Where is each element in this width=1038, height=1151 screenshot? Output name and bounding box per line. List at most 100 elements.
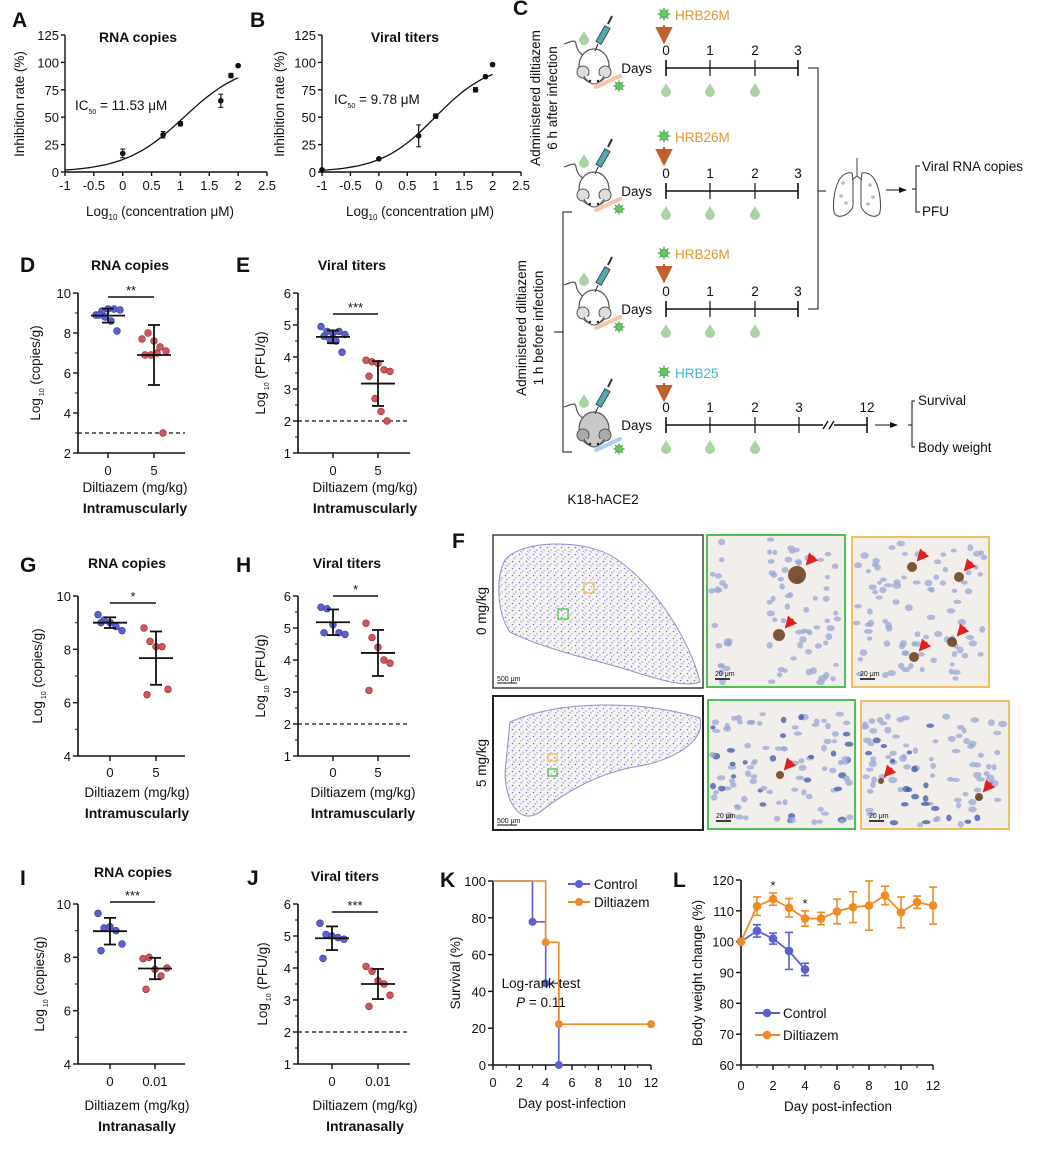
days-label: Days	[621, 184, 652, 199]
cell-nucleus	[772, 617, 778, 623]
cell-nucleus	[888, 545, 896, 550]
cell-nucleus	[953, 599, 962, 605]
significance-star: *	[802, 896, 807, 911]
x-axis-label: Diltiazem (mg/kg)	[84, 785, 189, 800]
data-point	[144, 329, 152, 337]
positive-staining	[776, 771, 784, 779]
cell-nucleus	[914, 631, 921, 638]
x-axis-label: Diltiazem (mg/kg)	[84, 1098, 189, 1113]
mouse-icon	[563, 138, 625, 215]
y-axis-label-rest: (PFU/g)	[253, 634, 268, 685]
data-point	[386, 991, 394, 999]
cell-nucleus	[879, 586, 887, 594]
p-symbol: P	[516, 995, 525, 1010]
cell-nucleus	[934, 630, 943, 638]
mouse-head	[583, 75, 605, 85]
cell-nucleus	[752, 759, 758, 764]
legend-label: Control	[783, 1006, 827, 1021]
drug-drop-icon	[750, 324, 760, 338]
x-axis-label-subscript: 10	[109, 213, 118, 222]
cell-nucleus	[866, 811, 876, 817]
cell-nucleus	[784, 556, 793, 563]
cell-nucleus	[949, 662, 955, 667]
panel-letter: J	[247, 867, 259, 890]
cell-nucleus	[777, 576, 784, 582]
cell-nucleus	[854, 562, 863, 569]
data-point	[832, 907, 842, 916]
data-point	[768, 934, 778, 943]
cell-nucleus	[798, 758, 805, 764]
data-point	[768, 894, 778, 904]
day-label: 2	[751, 400, 759, 415]
cell-nucleus	[965, 570, 972, 576]
cell-nucleus	[968, 806, 977, 813]
cell-nucleus	[993, 730, 1002, 736]
cell-nucleus	[727, 764, 737, 770]
cell-nucleus	[932, 739, 939, 744]
x-axis-label-rest: (concentration μM)	[117, 204, 234, 219]
chart-title: RNA copies	[91, 257, 169, 273]
cell-nucleus	[723, 638, 733, 644]
cell-nucleus	[831, 730, 839, 737]
cell-nucleus	[826, 625, 835, 632]
cell-nucleus	[883, 640, 891, 647]
cell-nucleus	[961, 727, 967, 734]
micrograph-green: 20 μm	[707, 699, 856, 830]
days-label: Days	[621, 61, 652, 76]
data-point	[541, 979, 550, 988]
data-point	[340, 935, 348, 943]
data-point	[380, 366, 388, 374]
cell-nucleus	[967, 544, 974, 552]
cell-nucleus	[718, 557, 725, 563]
x-axis-label-main: Log	[86, 204, 109, 219]
route-label: Intramuscularly	[83, 500, 187, 516]
cell-nucleus	[946, 776, 954, 782]
cell-nucleus	[805, 793, 813, 800]
virus-icon	[657, 129, 671, 143]
cell-nucleus	[824, 618, 830, 624]
y-tick-label: 100	[37, 55, 59, 70]
y-axis-label: Inhibition rate (%)	[12, 51, 27, 157]
cell-nucleus	[885, 621, 892, 629]
cell-nucleus	[788, 816, 796, 824]
y-axis-label-main: Log	[30, 701, 45, 724]
y-tick-label: 6	[284, 286, 291, 301]
timeline-row-1: HRB26M Days 0 1 2 3	[563, 7, 802, 97]
micrograph-frame	[707, 699, 856, 830]
y-axis-label-main: Log	[32, 1009, 47, 1032]
mouse-eye	[596, 79, 600, 83]
y-tick-label: 2	[64, 446, 71, 461]
pipette-icon	[594, 74, 622, 89]
cell-nucleus	[968, 798, 977, 806]
cell-nucleus	[795, 775, 805, 781]
x-tick-label: 2	[769, 1078, 776, 1093]
cell-nucleus	[942, 713, 951, 720]
y-axis-label: Survival (%)	[448, 937, 463, 1010]
y-tick-label: 110	[713, 904, 734, 919]
cell-nucleus	[951, 748, 961, 754]
lesion-dot	[868, 183, 872, 187]
data-point	[554, 1061, 563, 1069]
data-point	[94, 610, 102, 619]
data-point	[928, 901, 938, 910]
group-bracket	[554, 211, 572, 453]
significance-star: *	[770, 878, 775, 893]
histology-row-2: 5 mg/kg 500 μm 20 μm 20 μm	[474, 695, 1010, 831]
panel-letter: H	[236, 554, 251, 577]
chart-title: Viral titers	[311, 868, 379, 884]
cell-nucleus	[946, 814, 952, 822]
data-point	[143, 690, 151, 699]
x-axis-label: Day post-infection	[784, 1099, 892, 1114]
positive-staining	[878, 778, 884, 784]
chart-title: Viral titers	[371, 29, 439, 45]
cell-nucleus	[960, 580, 968, 585]
y-tick-label: 25	[302, 138, 316, 153]
route-label: Intranasally	[98, 1118, 176, 1134]
y-tick-label: 100	[294, 55, 316, 70]
cell-nucleus	[766, 537, 775, 542]
ic50-annotation-main: IC	[334, 92, 348, 107]
virus-icon	[613, 80, 625, 92]
cell-nucleus	[912, 747, 919, 754]
cell-nucleus	[866, 608, 873, 615]
output-label: Survival	[918, 393, 966, 408]
